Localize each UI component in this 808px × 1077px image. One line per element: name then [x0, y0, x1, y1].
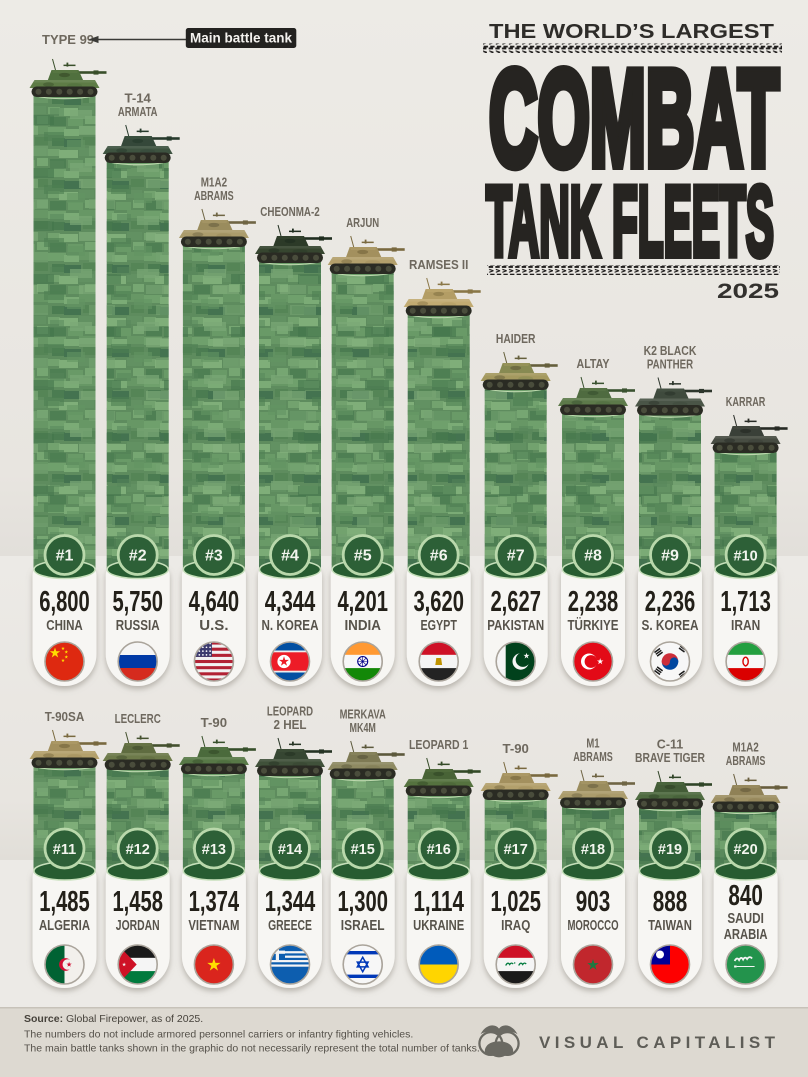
svg-text:#9: #9 [661, 548, 679, 565]
svg-text:IRAQ: IRAQ [501, 918, 530, 934]
svg-text:ALGERIA: ALGERIA [39, 918, 91, 934]
svg-text:#20: #20 [733, 842, 757, 858]
svg-text:#19: #19 [658, 842, 682, 858]
svg-text:Main battle tank: Main battle tank [190, 31, 293, 46]
svg-text:CHINA: CHINA [46, 618, 83, 634]
svg-text:2,236: 2,236 [645, 586, 696, 618]
svg-text:KARRAR: KARRAR [726, 395, 766, 409]
svg-text:1,458: 1,458 [112, 886, 163, 918]
svg-text:#12: #12 [126, 842, 150, 858]
svg-text:ARABIA: ARABIA [724, 927, 768, 943]
svg-text:1,713: 1,713 [720, 586, 771, 618]
svg-text:T-14: T-14 [125, 92, 151, 106]
svg-text:6,800: 6,800 [39, 586, 90, 618]
svg-text:MK4M: MK4M [350, 721, 376, 735]
svg-text:2 HEL: 2 HEL [274, 718, 307, 732]
svg-text:ARJUN: ARJUN [346, 216, 379, 230]
svg-text:K2 BLACK: K2 BLACK [644, 344, 697, 358]
svg-text:S. KOREA: S. KOREA [642, 618, 699, 634]
svg-text:1,114: 1,114 [413, 886, 464, 918]
svg-text:#6: #6 [430, 548, 448, 565]
svg-text:RAMSES II: RAMSES II [409, 258, 468, 272]
svg-text:#13: #13 [202, 842, 226, 858]
svg-text:#11: #11 [53, 842, 76, 858]
svg-text:TAIWAN: TAIWAN [648, 918, 692, 934]
svg-text:840: 840 [728, 880, 763, 912]
svg-text:2025: 2025 [717, 280, 779, 303]
svg-text:#16: #16 [427, 842, 451, 858]
svg-text:EGYPT: EGYPT [420, 618, 457, 634]
svg-text:LEOPARD 1: LEOPARD 1 [409, 738, 468, 752]
svg-text:ABRAMS: ABRAMS [573, 750, 613, 764]
svg-text:HAIDER: HAIDER [496, 332, 536, 346]
svg-text:ARMATA: ARMATA [118, 105, 158, 119]
svg-text:#5: #5 [354, 548, 372, 565]
svg-text:VIETNAM: VIETNAM [188, 918, 239, 934]
svg-text:1,344: 1,344 [265, 886, 316, 918]
svg-text:#7: #7 [507, 548, 525, 565]
svg-text:RUSSIA: RUSSIA [116, 618, 160, 634]
svg-text:MERKAVA: MERKAVA [340, 708, 386, 722]
svg-text:2,627: 2,627 [490, 586, 541, 618]
svg-text:MOROCCO: MOROCCO [567, 918, 618, 934]
svg-text:#8: #8 [584, 548, 602, 565]
svg-text:ISRAEL: ISRAEL [341, 918, 385, 934]
svg-text:#3: #3 [205, 548, 223, 565]
svg-text:M1A2: M1A2 [732, 741, 758, 755]
svg-text:#4: #4 [281, 548, 299, 565]
svg-text:#1: #1 [56, 548, 74, 565]
svg-text:TÜRKIYE: TÜRKIYE [567, 617, 618, 634]
svg-text:1,300: 1,300 [337, 886, 388, 918]
svg-text:N. KOREA: N. KOREA [262, 618, 319, 634]
svg-text:GREECE: GREECE [268, 918, 312, 934]
svg-text:BRAVE TIGER: BRAVE TIGER [635, 751, 705, 765]
svg-text:COMBAT: COMBAT [489, 42, 779, 194]
svg-text:ABRAMS: ABRAMS [194, 189, 234, 203]
svg-text:4,201: 4,201 [337, 586, 388, 618]
svg-text:888: 888 [653, 886, 688, 918]
svg-text:The main battle tanks shown in: The main battle tanks shown in the graph… [24, 1043, 480, 1055]
svg-text:M1: M1 [586, 737, 599, 751]
svg-text:SAUDI: SAUDI [727, 911, 764, 927]
svg-text:PANTHER: PANTHER [647, 358, 693, 372]
svg-text:CHEONMA-2: CHEONMA-2 [260, 205, 319, 219]
svg-text:1,374: 1,374 [189, 886, 240, 918]
svg-text:1,025: 1,025 [490, 886, 541, 918]
svg-text:T-90SA: T-90SA [45, 710, 85, 724]
svg-text:T-90: T-90 [503, 742, 529, 756]
svg-text:VISUAL CAPITALIST: VISUAL CAPITALIST [539, 1033, 776, 1052]
svg-text:903: 903 [576, 886, 611, 918]
svg-text:1,485: 1,485 [39, 886, 90, 918]
svg-text:2,238: 2,238 [568, 586, 619, 618]
svg-text:3,620: 3,620 [413, 586, 464, 618]
svg-text:#14: #14 [278, 842, 302, 858]
svg-text:UKRAINE: UKRAINE [413, 918, 464, 934]
svg-text:C-11: C-11 [657, 738, 683, 752]
svg-text:TYPE 99: TYPE 99 [42, 32, 94, 47]
svg-text:JORDAN: JORDAN [116, 918, 160, 934]
svg-text:T-90: T-90 [201, 716, 227, 730]
svg-text:#10: #10 [733, 549, 757, 565]
svg-text:The numbers do not include arm: The numbers do not include armored perso… [24, 1029, 413, 1041]
svg-text:IRAN: IRAN [731, 618, 760, 634]
svg-text:PAKISTAN: PAKISTAN [487, 618, 544, 634]
svg-text:4,640: 4,640 [189, 586, 240, 618]
svg-text:U.S.: U.S. [199, 618, 228, 634]
svg-text:M1A2: M1A2 [201, 176, 227, 190]
svg-text:TANK FLEETS: TANK FLEETS [486, 166, 774, 277]
svg-text:#15: #15 [351, 842, 375, 858]
svg-text:5,750: 5,750 [112, 586, 163, 618]
svg-text:INDIA: INDIA [344, 618, 381, 634]
svg-text:4,344: 4,344 [265, 586, 316, 618]
svg-text:ABRAMS: ABRAMS [726, 754, 766, 768]
svg-text:#18: #18 [581, 842, 605, 858]
svg-text:Source: Global Firepower, as o: Source: Global Firepower, as of 2025. [24, 1013, 203, 1025]
svg-text:THE WORLD’S LARGEST: THE WORLD’S LARGEST [489, 21, 774, 43]
svg-text:#17: #17 [504, 842, 528, 858]
svg-text:ALTAY: ALTAY [577, 357, 611, 371]
svg-text:#2: #2 [129, 548, 147, 565]
svg-text:LEOPARD: LEOPARD [267, 705, 313, 719]
svg-text:LECLERC: LECLERC [115, 712, 161, 726]
